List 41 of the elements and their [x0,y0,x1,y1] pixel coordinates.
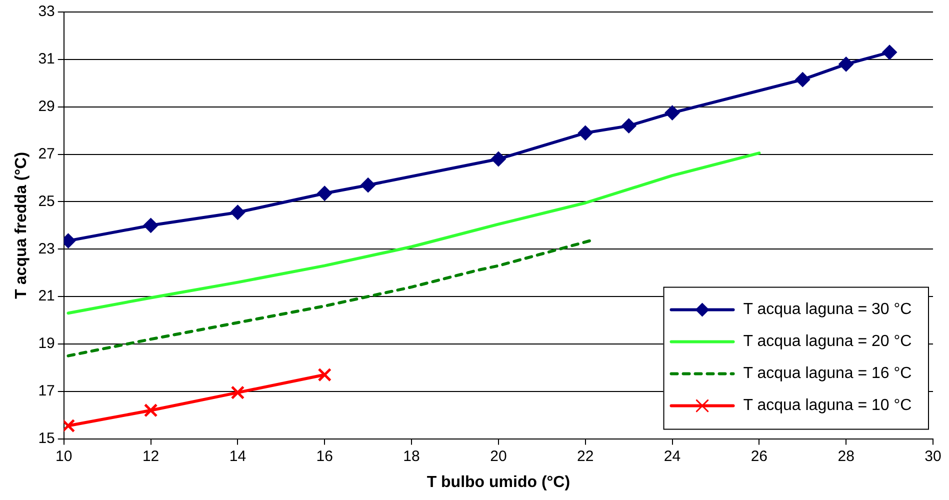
legend-label: T acqua laguna = 10 °C [743,397,912,414]
x-axis-title: T bulbo umido (°C) [426,474,570,491]
x-tick-label: 24 [664,448,681,465]
x-tick-label: 30 [924,448,942,465]
x-tick-label: 14 [229,448,246,465]
point [230,386,245,400]
legend-label: T acqua laguna = 16 °C [743,365,912,382]
legend-label: T acqua laguna = 30 °C [743,301,912,318]
y-tick-label: 21 [38,288,55,305]
y-tick-label: 19 [38,335,55,352]
y-tick-label: 33 [38,3,55,20]
point [490,152,506,167]
point [578,125,593,140]
x-tick-label: 26 [750,448,768,465]
x-tick-label: 20 [490,448,507,465]
point [317,186,332,201]
y-tick-label: 23 [38,240,55,258]
point [795,72,810,88]
point [143,218,158,233]
x-tick-label: 18 [403,448,420,465]
x-tick-label: 22 [577,448,594,465]
point [318,368,332,382]
x-tick-label: 16 [316,448,333,465]
x-tick-label: 10 [56,448,72,465]
point [360,178,376,193]
legend-label: T acqua laguna = 20 °C [743,333,912,350]
point [144,403,158,418]
point [882,44,898,60]
x-tick-label: 28 [838,448,854,465]
point [621,118,636,134]
point [230,204,246,220]
y-tick-label: 29 [38,98,55,115]
y-tick-label: 15 [38,430,55,447]
y-tick-label: 27 [38,145,55,162]
y-tick-label: 25 [38,192,55,210]
y-tick-label: 31 [38,50,55,68]
point [664,105,680,120]
y-tick-label: 17 [38,382,55,400]
x-tick-label: 12 [142,448,160,465]
y-axis-title: T acqua fredda (°C) [13,152,30,299]
point [838,56,854,72]
